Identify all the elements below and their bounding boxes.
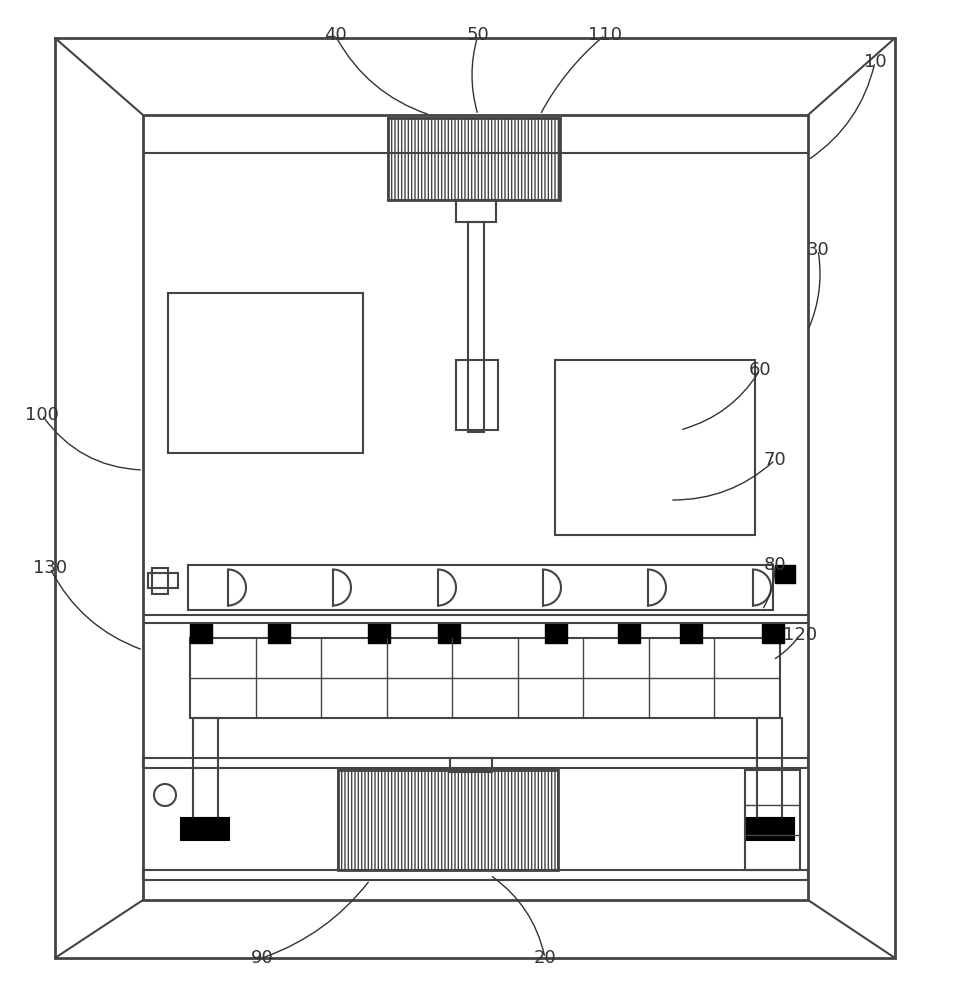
Text: 30: 30 [806,241,828,259]
Bar [745,818,793,840]
Bar [544,623,566,643]
Bar [555,360,754,535]
Bar [168,293,363,453]
Bar [437,623,459,643]
Bar [190,638,780,718]
Bar [152,568,168,594]
Bar [388,118,559,200]
Bar [143,870,807,880]
Bar [456,200,496,222]
Bar [450,758,492,772]
Bar [188,565,772,610]
Bar [55,38,894,958]
Bar [143,115,807,900]
Text: 90: 90 [251,949,274,967]
Bar [679,623,701,643]
Bar [148,573,178,588]
Text: 120: 120 [782,626,816,644]
Text: 100: 100 [25,406,59,424]
Bar [337,770,558,870]
Bar [757,718,781,818]
Bar [190,623,212,643]
Bar [181,818,229,840]
Text: 20: 20 [533,949,556,967]
Text: 70: 70 [762,451,785,469]
Bar [368,623,390,643]
Bar [268,623,290,643]
Text: 110: 110 [587,26,621,44]
Bar [744,770,800,870]
Bar [456,360,497,430]
Bar [388,118,559,200]
Text: 130: 130 [33,559,67,577]
Bar [618,623,639,643]
Bar [337,770,558,870]
Bar [761,623,783,643]
Bar [774,565,794,583]
Bar [143,758,807,768]
Text: 10: 10 [862,53,885,71]
Text: 80: 80 [763,556,785,574]
Text: 60: 60 [748,361,771,379]
Bar [193,718,218,818]
Bar [468,222,483,432]
Text: 40: 40 [323,26,346,44]
Text: 50: 50 [466,26,489,44]
